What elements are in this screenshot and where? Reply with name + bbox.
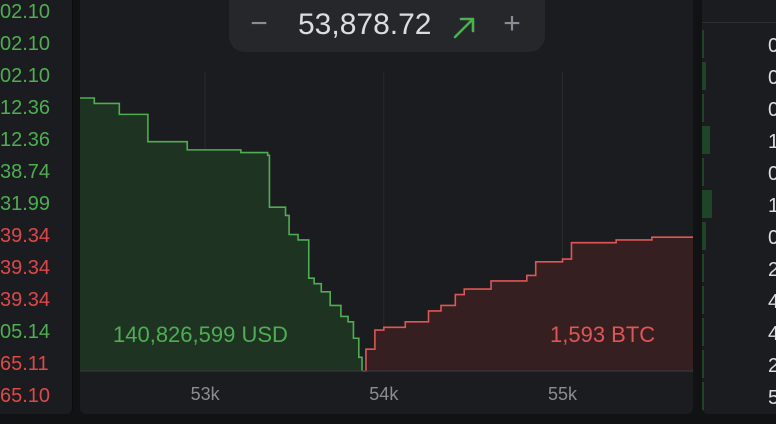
- volume-bar: [702, 382, 704, 410]
- order-book-price[interactable]: 65.10: [0, 385, 51, 407]
- order-book-price[interactable]: 39.34: [0, 225, 51, 247]
- order-book-size[interactable]: 1: [768, 131, 776, 153]
- x-tick-label: 55k: [548, 384, 578, 404]
- mid-market-price: 53,878.72: [298, 8, 432, 41]
- column-header: [702, 0, 776, 23]
- order-book-price[interactable]: 02.10: [0, 65, 51, 87]
- zoom-out-button[interactable]: −: [250, 7, 268, 40]
- order-book-size[interactable]: 2: [768, 259, 776, 281]
- order-book-price[interactable]: 02.10: [0, 33, 51, 55]
- order-book-size[interactable]: 1: [768, 195, 776, 217]
- order-book-price[interactable]: 39.34: [0, 289, 51, 311]
- depth-chart: 53k 54k 55k: [80, 72, 693, 404]
- volume-bar: [702, 190, 712, 218]
- volume-bar: [702, 30, 704, 58]
- order-book-size[interactable]: 0: [768, 99, 776, 121]
- bid-depth-line: [80, 97, 363, 371]
- order-book-price[interactable]: 12.36: [0, 129, 51, 151]
- order-book-price[interactable]: 38.74: [0, 161, 51, 183]
- order-book-price[interactable]: 31.99: [0, 193, 51, 215]
- order-book-size[interactable]: 0: [768, 227, 776, 249]
- mid-price-control: [229, 0, 545, 52]
- depth-chart-panel: 53k 54k 55k: [80, 0, 693, 414]
- bid-depth-total: 140,826,599 USD: [113, 322, 288, 347]
- order-book-price[interactable]: 12.36: [0, 97, 51, 119]
- bid-depth-area: [80, 98, 363, 371]
- volume-bar: [702, 158, 704, 186]
- ask-depth-line: [362, 236, 693, 372]
- volume-bar: [702, 222, 706, 250]
- volume-bar: [702, 254, 704, 282]
- order-book-price[interactable]: 39.34: [0, 257, 51, 279]
- order-book-size[interactable]: 4: [768, 291, 776, 313]
- order-book-size[interactable]: 0: [768, 163, 776, 185]
- volume-bar: [702, 94, 704, 122]
- volume-bar: [702, 350, 704, 378]
- trend-up-arrow-icon: [453, 17, 475, 39]
- x-tick-label: 53k: [191, 384, 221, 404]
- order-book-price[interactable]: 02.10: [0, 1, 51, 23]
- order-book-price[interactable]: 05.14: [0, 321, 51, 343]
- ask-depth-area: [362, 237, 693, 371]
- order-book-size[interactable]: 4: [768, 323, 776, 345]
- volume-bar: [702, 126, 710, 154]
- order-book-price-column: 02.10 02.10 02.10 12.36 12.36 38.74 31.99 39.34…: [0, 0, 73, 414]
- order-book-size[interactable]: 2: [768, 355, 776, 377]
- order-book-size-column: 0 0 0 1 0 1 0 2 4 4 2 5: [702, 0, 776, 414]
- zoom-in-button[interactable]: +: [503, 7, 521, 40]
- order-book-size[interactable]: 0: [768, 35, 776, 57]
- order-book-price[interactable]: 65.11: [0, 353, 49, 375]
- volume-bar: [702, 286, 704, 314]
- x-tick-label: 54k: [369, 384, 399, 404]
- order-book-size[interactable]: 0: [768, 67, 776, 89]
- volume-bar: [702, 62, 706, 90]
- ask-depth-total: 1,593 BTC: [550, 322, 656, 347]
- volume-bar: [702, 318, 704, 346]
- order-book-size[interactable]: 5: [768, 387, 776, 409]
- bottom-edge: [0, 414, 776, 424]
